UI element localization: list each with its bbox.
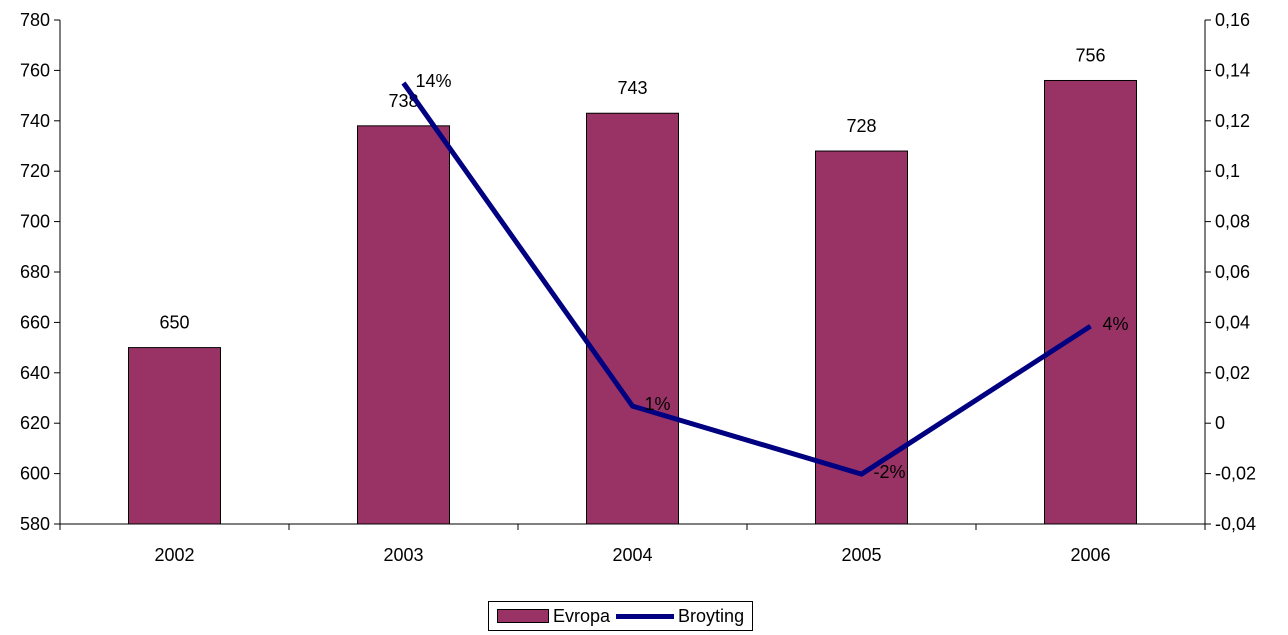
bar-data-label: 728 bbox=[846, 116, 876, 136]
x-tick-label: 2003 bbox=[383, 545, 423, 565]
x-tick-label: 2006 bbox=[1070, 545, 1110, 565]
y-right-tick-label: -0,04 bbox=[1215, 514, 1256, 534]
legend-label-broyting: Broyting bbox=[678, 605, 745, 626]
bar-2003 bbox=[357, 125, 450, 525]
y-right-tick-label: 0,08 bbox=[1215, 212, 1250, 232]
line-data-label: 14% bbox=[416, 71, 452, 91]
y-left-tick-label: 780 bbox=[20, 10, 50, 30]
x-tick-label: 2002 bbox=[154, 545, 194, 565]
y-left-tick-label: 580 bbox=[20, 514, 50, 534]
y-left-tick-label: 660 bbox=[20, 312, 50, 332]
y-right-tick-label: -0,02 bbox=[1215, 464, 1256, 484]
line-data-label: -2% bbox=[874, 462, 906, 482]
legend-swatch-broyting bbox=[616, 613, 675, 619]
bar-data-label: 650 bbox=[159, 313, 189, 333]
bar-2002 bbox=[128, 347, 221, 525]
bar-2004 bbox=[586, 112, 679, 525]
legend-item-broyting: Broyting bbox=[610, 606, 744, 627]
y-left-tick-label: 680 bbox=[20, 262, 50, 282]
y-right-tick-label: 0,14 bbox=[1215, 60, 1250, 80]
legend-swatch-evropa bbox=[497, 609, 549, 623]
line-data-label: 1% bbox=[645, 394, 671, 414]
line-broyting bbox=[401, 81, 1092, 477]
y-right-tick-label: 0,1 bbox=[1215, 161, 1240, 181]
y-left-tick-label: 640 bbox=[20, 363, 50, 383]
bar-2005 bbox=[815, 150, 908, 525]
legend-item-evropa: Evropa bbox=[497, 606, 610, 627]
x-tick-label: 2005 bbox=[841, 545, 881, 565]
y-right-tick-label: 0,16 bbox=[1215, 10, 1250, 30]
y-left-tick-label: 740 bbox=[20, 111, 50, 131]
y-left-tick-label: 600 bbox=[20, 464, 50, 484]
y-left-tick-label: 760 bbox=[20, 60, 50, 80]
x-tick-label: 2004 bbox=[612, 545, 652, 565]
bar-data-label: 743 bbox=[617, 78, 647, 98]
y-right-tick-label: 0,02 bbox=[1215, 363, 1250, 383]
y-left-tick-label: 720 bbox=[20, 161, 50, 181]
y-right-tick-label: 0,12 bbox=[1215, 111, 1250, 131]
y-right-tick-label: 0,04 bbox=[1215, 312, 1250, 332]
y-left-tick-label: 700 bbox=[20, 212, 50, 232]
line-data-label: 4% bbox=[1103, 314, 1129, 334]
y-right-tick-label: 0,06 bbox=[1215, 262, 1250, 282]
y-right-tick-label: 0 bbox=[1215, 413, 1225, 433]
legend-label-evropa: Evropa bbox=[553, 605, 611, 626]
bar-data-label: 756 bbox=[1075, 45, 1105, 65]
legend: Evropa Broyting bbox=[488, 601, 754, 631]
y-left-tick-label: 620 bbox=[20, 413, 50, 433]
bar-2006 bbox=[1044, 79, 1137, 525]
